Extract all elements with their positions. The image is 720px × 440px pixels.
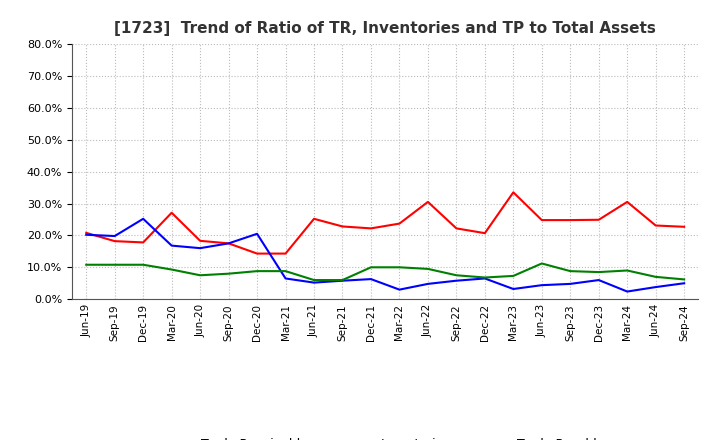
Trade Receivables bbox=[282, 251, 290, 256]
Inventories bbox=[423, 281, 432, 286]
Trade Receivables bbox=[452, 226, 461, 231]
Legend: Trade Receivables, Inventories, Trade Payables: Trade Receivables, Inventories, Trade Pa… bbox=[160, 438, 611, 440]
Line: Trade Payables: Trade Payables bbox=[86, 264, 684, 280]
Inventories bbox=[623, 289, 631, 294]
Trade Payables bbox=[310, 278, 318, 283]
Trade Receivables bbox=[623, 199, 631, 205]
Trade Payables bbox=[680, 277, 688, 282]
Inventories bbox=[452, 278, 461, 283]
Trade Receivables bbox=[480, 231, 489, 236]
Trade Payables bbox=[423, 266, 432, 271]
Inventories bbox=[282, 276, 290, 281]
Trade Payables bbox=[338, 278, 347, 283]
Trade Receivables bbox=[366, 226, 375, 231]
Trade Payables bbox=[395, 265, 404, 270]
Inventories bbox=[310, 280, 318, 285]
Trade Receivables bbox=[652, 223, 660, 228]
Trade Receivables bbox=[167, 210, 176, 216]
Trade Payables bbox=[82, 262, 91, 268]
Inventories bbox=[82, 232, 91, 238]
Inventories bbox=[225, 241, 233, 246]
Trade Payables bbox=[623, 268, 631, 273]
Trade Payables bbox=[110, 262, 119, 268]
Inventories bbox=[395, 287, 404, 292]
Inventories bbox=[509, 286, 518, 292]
Trade Payables bbox=[253, 268, 261, 274]
Trade Payables bbox=[509, 273, 518, 279]
Trade Receivables bbox=[566, 217, 575, 223]
Trade Receivables bbox=[680, 224, 688, 229]
Inventories bbox=[680, 281, 688, 286]
Trade Payables bbox=[566, 268, 575, 274]
Inventories bbox=[167, 243, 176, 248]
Trade Receivables bbox=[110, 238, 119, 244]
Trade Receivables bbox=[225, 241, 233, 246]
Trade Payables bbox=[139, 262, 148, 268]
Trade Receivables bbox=[253, 251, 261, 256]
Inventories bbox=[338, 278, 347, 283]
Trade Payables bbox=[452, 273, 461, 278]
Inventories bbox=[366, 276, 375, 282]
Trade Receivables bbox=[82, 230, 91, 235]
Trade Receivables bbox=[338, 224, 347, 229]
Trade Receivables bbox=[196, 238, 204, 243]
Trade Payables bbox=[652, 274, 660, 279]
Line: Inventories: Inventories bbox=[86, 219, 684, 292]
Inventories bbox=[196, 246, 204, 251]
Trade Payables bbox=[225, 271, 233, 276]
Inventories bbox=[480, 276, 489, 281]
Trade Receivables bbox=[537, 217, 546, 223]
Trade Receivables bbox=[423, 199, 432, 205]
Trade Receivables bbox=[595, 217, 603, 222]
Trade Payables bbox=[480, 275, 489, 280]
Trade Receivables bbox=[310, 216, 318, 221]
Trade Payables bbox=[167, 267, 176, 272]
Inventories bbox=[652, 284, 660, 290]
Inventories bbox=[110, 233, 119, 238]
Trade Payables bbox=[595, 269, 603, 275]
Trade Receivables bbox=[139, 240, 148, 245]
Trade Payables bbox=[537, 261, 546, 266]
Line: Trade Receivables: Trade Receivables bbox=[86, 192, 684, 253]
Trade Payables bbox=[282, 268, 290, 274]
Inventories bbox=[139, 216, 148, 221]
Inventories bbox=[253, 231, 261, 236]
Inventories bbox=[566, 281, 575, 286]
Inventories bbox=[537, 282, 546, 288]
Inventories bbox=[595, 278, 603, 283]
Title: [1723]  Trend of Ratio of TR, Inventories and TP to Total Assets: [1723] Trend of Ratio of TR, Inventories… bbox=[114, 21, 656, 36]
Trade Payables bbox=[366, 265, 375, 270]
Trade Payables bbox=[196, 273, 204, 278]
Trade Receivables bbox=[509, 190, 518, 195]
Trade Receivables bbox=[395, 221, 404, 226]
